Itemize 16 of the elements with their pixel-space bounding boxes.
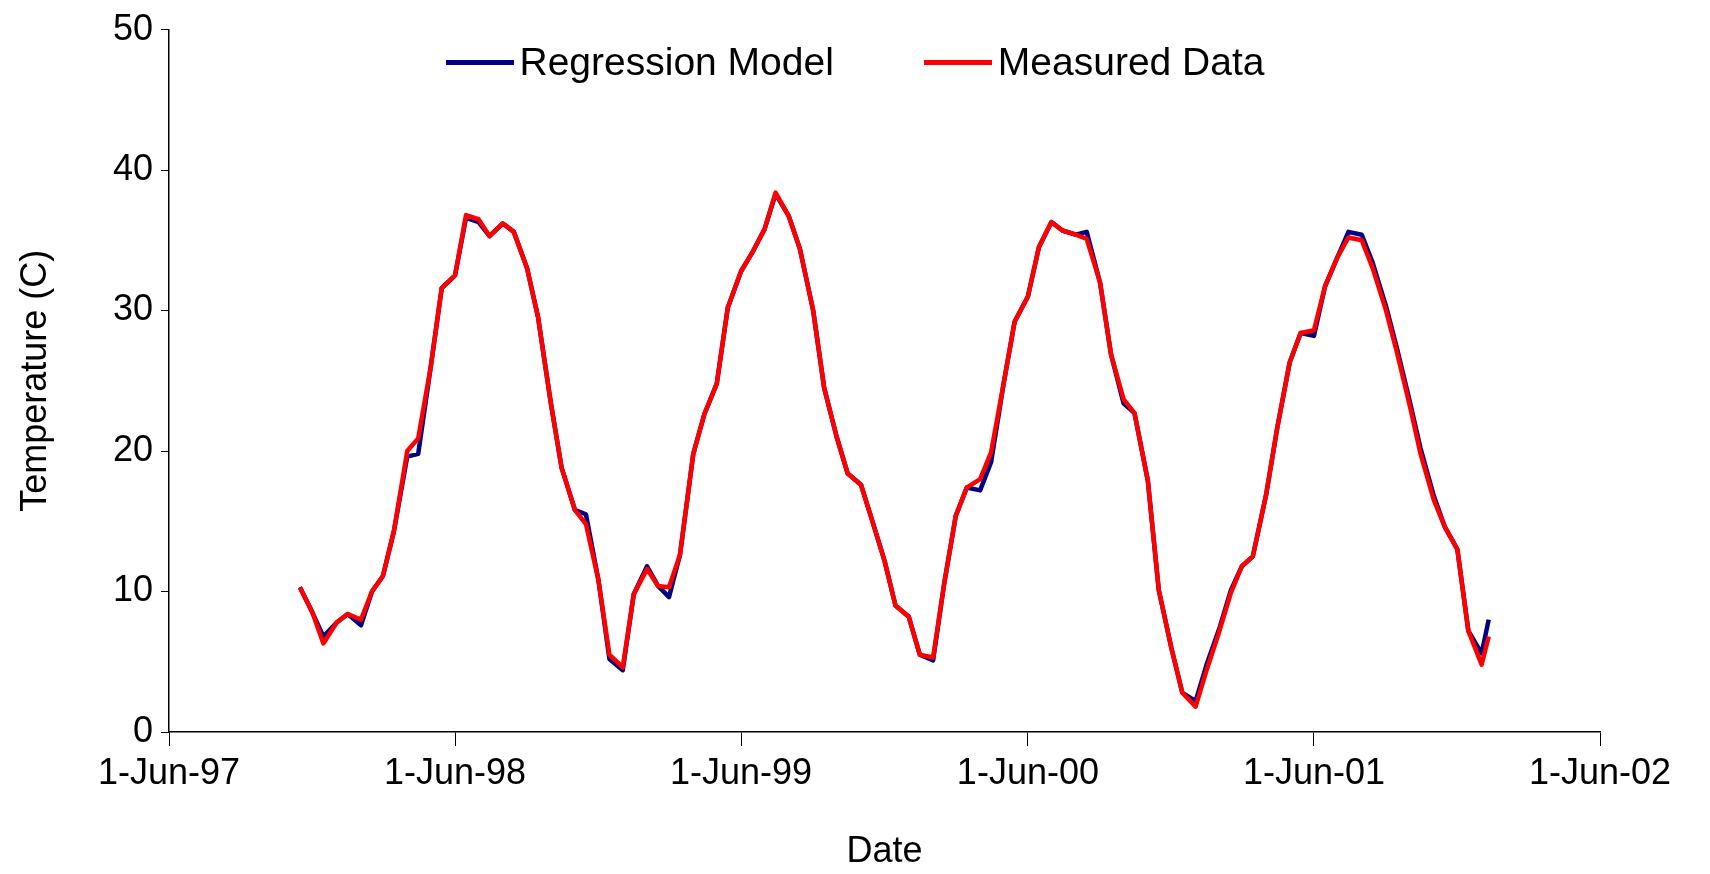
x-tick-label: 1-Jun-97: [97, 750, 241, 792]
y-tick-label: 20: [112, 427, 153, 469]
x-tick-label: 1-Jun-99: [670, 750, 813, 792]
x-tick-label: 1-Jun-98: [384, 750, 527, 792]
legend-label: Measured Data: [997, 40, 1265, 84]
x-tick-label: 1-Jun-01: [1242, 750, 1385, 792]
y-axis-title: Temperature (C): [12, 249, 54, 512]
y-tick-label: 30: [112, 287, 153, 329]
x-tick-label: 1-Jun-02: [1528, 750, 1672, 792]
legend-label: Regression Model: [519, 40, 834, 84]
y-tick-label: 0: [132, 708, 153, 750]
x-tick-label: 1-Jun-00: [956, 750, 1099, 792]
y-tick-label: 40: [112, 147, 153, 188]
x-axis-title: Date: [846, 829, 923, 871]
y-tick-label: 50: [112, 6, 153, 48]
y-tick-label: 10: [112, 568, 153, 610]
